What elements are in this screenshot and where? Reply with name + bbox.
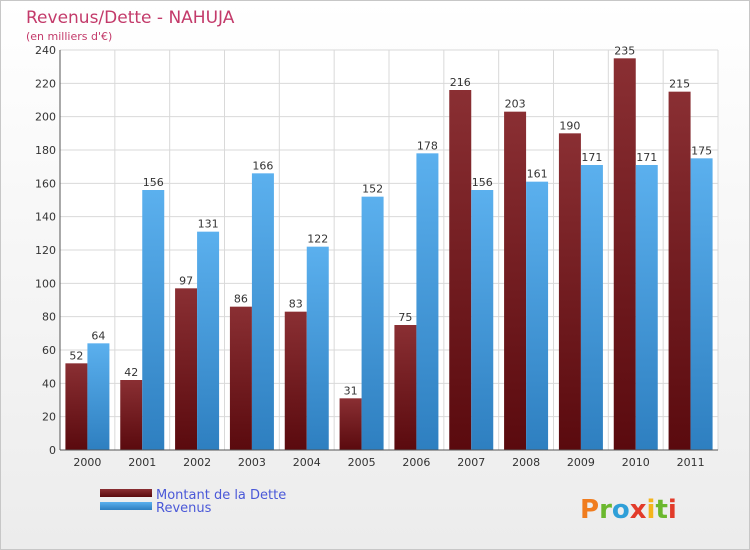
bar-dette bbox=[504, 111, 527, 451]
bar-dette bbox=[613, 58, 636, 450]
data-label: 42 bbox=[124, 366, 138, 379]
data-label: 86 bbox=[234, 293, 248, 306]
legend-label: Montant de la Dette bbox=[156, 488, 286, 503]
x-tick-label: 2011 bbox=[677, 456, 705, 469]
bar-revenus bbox=[251, 173, 274, 451]
data-label: 203 bbox=[505, 98, 526, 111]
bar-dette bbox=[284, 311, 307, 450]
data-label: 152 bbox=[362, 183, 383, 196]
chart-subtitle: (en milliers d'€) bbox=[26, 30, 112, 43]
x-tick-label: 2005 bbox=[348, 456, 376, 469]
data-label: 161 bbox=[527, 168, 548, 181]
legend-label: Revenus bbox=[156, 501, 212, 516]
data-label: 235 bbox=[614, 44, 635, 57]
data-label: 171 bbox=[636, 151, 657, 164]
y-tick-label: 60 bbox=[42, 344, 56, 357]
x-tick-label: 2009 bbox=[567, 456, 595, 469]
data-label: 97 bbox=[179, 274, 193, 287]
data-label: 131 bbox=[198, 218, 219, 231]
data-label: 178 bbox=[417, 139, 438, 152]
y-tick-label: 200 bbox=[35, 111, 56, 124]
bar-revenus bbox=[361, 196, 384, 450]
y-tick-label: 160 bbox=[35, 177, 56, 190]
bar-revenus bbox=[635, 165, 658, 450]
data-label: 190 bbox=[559, 119, 580, 132]
bar-dette bbox=[339, 398, 362, 450]
data-label: 83 bbox=[289, 298, 303, 311]
logo-text: Proxiti bbox=[580, 495, 677, 525]
bar-dette bbox=[229, 306, 252, 450]
data-label: 216 bbox=[450, 76, 471, 89]
y-tick-label: 80 bbox=[42, 311, 56, 324]
y-tick-label: 140 bbox=[35, 211, 56, 224]
bar-dette bbox=[120, 380, 143, 450]
y-tick-label: 100 bbox=[35, 277, 56, 290]
data-label: 175 bbox=[691, 144, 712, 157]
x-tick-label: 2000 bbox=[73, 456, 101, 469]
y-tick-label: 220 bbox=[35, 77, 56, 90]
data-label: 166 bbox=[252, 159, 273, 172]
y-tick-label: 120 bbox=[35, 244, 56, 257]
bar-revenus bbox=[197, 231, 220, 450]
y-tick-label: 20 bbox=[42, 411, 56, 424]
x-tick-label: 2002 bbox=[183, 456, 211, 469]
x-tick-label: 2004 bbox=[293, 456, 321, 469]
data-label: 156 bbox=[143, 176, 164, 189]
bar-dette bbox=[175, 288, 198, 450]
bar-revenus bbox=[142, 190, 165, 450]
bar-dette bbox=[558, 133, 581, 451]
bar-revenus bbox=[306, 246, 329, 450]
x-tick-label: 2006 bbox=[402, 456, 430, 469]
data-label: 171 bbox=[581, 151, 602, 164]
grid bbox=[59, 49, 719, 451]
x-tick-label: 2007 bbox=[457, 456, 485, 469]
bar-dette bbox=[394, 325, 417, 450]
data-label: 64 bbox=[91, 329, 105, 342]
y-tick-label: 180 bbox=[35, 144, 56, 157]
legend-swatch bbox=[100, 489, 152, 497]
chart-title: Revenus/Dette - NAHUJA bbox=[26, 8, 235, 28]
x-tick-label: 2008 bbox=[512, 456, 540, 469]
x-tick-label: 2010 bbox=[622, 456, 650, 469]
data-label: 156 bbox=[472, 176, 493, 189]
bar-revenus bbox=[580, 165, 603, 450]
data-label: 122 bbox=[307, 233, 328, 246]
bar-revenus bbox=[471, 190, 494, 450]
bar-revenus bbox=[690, 158, 713, 451]
bar-revenus bbox=[87, 343, 110, 450]
proxiti-logo: Proxiti bbox=[580, 495, 677, 525]
bar-dette bbox=[65, 363, 88, 450]
data-label: 52 bbox=[69, 349, 83, 362]
x-tick-label: 2003 bbox=[238, 456, 266, 469]
bars: 52 64 42 156 97 131 86 166 83 122 31 152 75 178 216 156… bbox=[65, 44, 713, 451]
y-tick-label: 0 bbox=[49, 444, 56, 457]
data-label: 31 bbox=[344, 384, 358, 397]
bar-dette bbox=[449, 90, 472, 450]
y-tick-label: 240 bbox=[35, 44, 56, 57]
bar-revenus bbox=[526, 181, 549, 450]
legend-swatch bbox=[100, 502, 152, 510]
data-label: 215 bbox=[669, 78, 690, 91]
x-tick-label: 2001 bbox=[128, 456, 156, 469]
bar-revenus bbox=[416, 153, 439, 451]
axes: 0 20 40 60 80 100 120 140 160 180 200 220 240 2000 200… bbox=[35, 44, 718, 469]
data-label: 75 bbox=[398, 311, 412, 324]
bar-dette bbox=[668, 91, 691, 451]
y-tick-label: 40 bbox=[42, 377, 56, 390]
